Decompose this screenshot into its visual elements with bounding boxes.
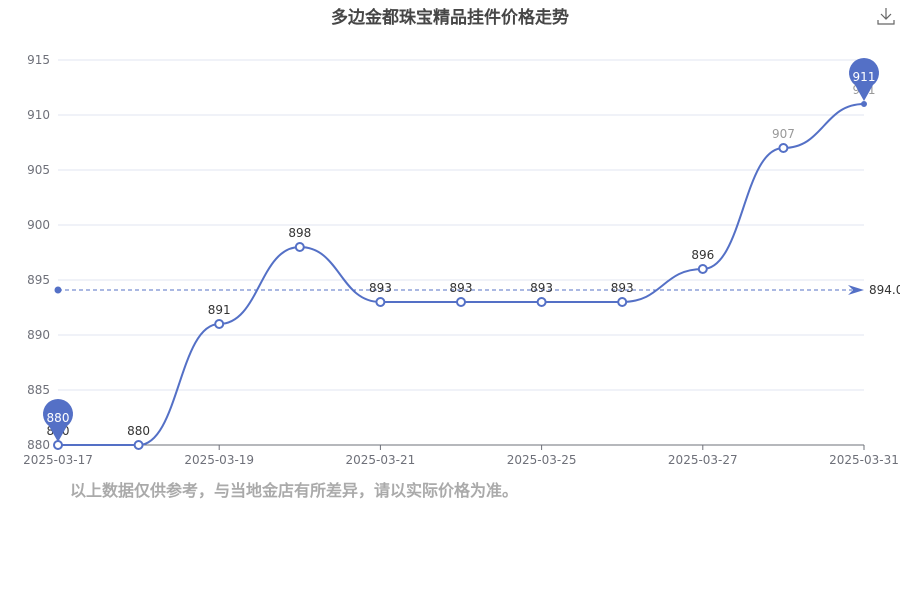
x-tick-label: 2025-03-17 — [23, 453, 93, 467]
data-point — [861, 101, 867, 107]
x-tick-label: 2025-03-27 — [668, 453, 738, 467]
footer-note: 以上数据仅供参考，与当地金店有所差异，请以实际价格为准。 — [70, 481, 519, 500]
x-tick-label: 2025-03-21 — [346, 453, 416, 467]
data-point — [214, 319, 225, 329]
data-point — [456, 297, 466, 307]
max-marker-label: 911 — [853, 70, 876, 84]
y-tick-label: 895 — [27, 273, 50, 287]
data-label: 893 — [530, 281, 553, 295]
y-tick-label: 885 — [27, 383, 50, 397]
average-arrow — [848, 285, 864, 295]
data-label: 880 — [127, 424, 150, 438]
y-tick-label: 915 — [27, 53, 50, 67]
data-point — [697, 264, 708, 274]
data-label: 898 — [288, 226, 311, 240]
y-tick-label: 905 — [27, 163, 50, 177]
data-point — [617, 297, 628, 307]
data-point — [294, 242, 305, 252]
data-label: 907 — [772, 127, 795, 141]
y-tick-label: 910 — [27, 108, 50, 122]
data-point — [53, 440, 63, 450]
average-label: 894.0 — [869, 283, 900, 297]
y-tick-label: 890 — [27, 328, 50, 342]
data-point — [375, 297, 386, 307]
y-tick-label: 880 — [27, 438, 50, 452]
data-label: 896 — [691, 248, 714, 262]
data-label: 893 — [369, 281, 392, 295]
series-line — [58, 103, 865, 447]
x-tick-label: 2025-03-31 — [829, 453, 899, 467]
data-point — [778, 143, 789, 153]
min-marker-label: 880 — [47, 411, 70, 425]
min-marker-pin — [43, 399, 74, 442]
data-label: 893 — [450, 281, 473, 295]
data-label: 893 — [611, 281, 634, 295]
x-tick-label: 2025-03-25 — [507, 453, 577, 467]
download-icon[interactable] — [876, 6, 896, 26]
average-line-start — [54, 286, 62, 294]
data-point — [133, 440, 144, 450]
data-point — [536, 297, 547, 307]
max-marker-pin — [849, 58, 880, 101]
x-tick-label: 2025-03-19 — [184, 453, 254, 467]
y-tick-label: 900 — [27, 218, 50, 232]
chart-title: 多边金都珠宝精品挂件价格走势 — [331, 8, 569, 28]
data-label: 891 — [208, 303, 231, 317]
